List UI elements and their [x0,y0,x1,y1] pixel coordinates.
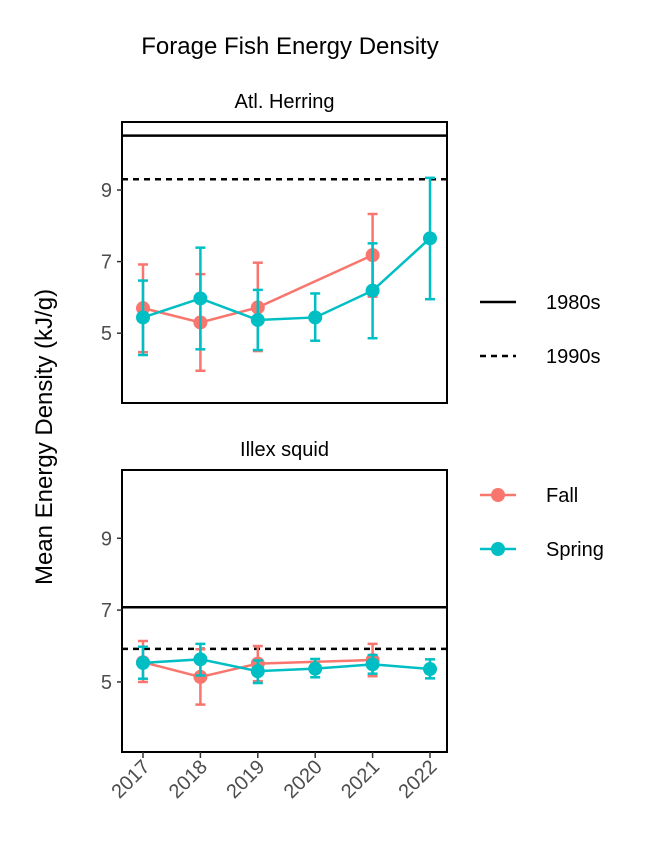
y-tick-label: 5 [101,672,112,694]
y-tick-label: 7 [101,252,112,274]
legend-label: 1980s [546,292,601,314]
data-point-spring [193,291,208,306]
data-point-fall [193,669,208,684]
data-point-spring [365,283,380,298]
y-tick-label: 7 [101,600,112,622]
series-line-spring [142,658,431,673]
x-tick-label: 2017 [108,756,155,803]
data-point-spring [423,662,437,677]
panel-title: Illex squid [240,439,329,461]
x-tick-label: 2020 [280,756,327,803]
data-point-spring [308,310,323,325]
chart-title: Forage Fish Energy Density [141,33,438,60]
y-tick-label: 9 [101,528,112,550]
data-point-spring [250,312,265,327]
data-point-spring [250,664,265,679]
legend-label: Spring [546,539,604,561]
data-point-spring [308,661,323,676]
x-tick-label: 2021 [337,756,384,803]
panel-0: Atl. Herring 5 7 9 [101,91,448,404]
data-point-spring [423,231,437,246]
panel-border [121,469,448,753]
legend-point-spring [491,542,505,556]
panel-title: Atl. Herring [234,91,334,113]
data-point-spring [136,655,150,670]
data-point-spring [193,652,208,667]
series-line-spring [142,237,431,322]
x-tick-label: 2018 [165,756,212,803]
panel-1: Illex squid 5 7 9 2017 2018 2019 2020 2021 2022 [101,439,448,803]
panel-border [121,121,448,404]
legend-label: Fall [546,485,578,507]
data-point-spring [365,657,380,672]
y-tick-label: 5 [101,323,112,345]
data-point-spring [136,310,150,325]
y-tick-label: 9 [101,180,112,202]
legend-point-fall [491,488,505,502]
legend-label: 1990s [546,346,601,368]
y-axis-label: Mean Energy Density (kJ/g) [31,289,58,585]
x-tick-label: 2022 [395,756,442,803]
x-tick-label: 2019 [222,756,269,803]
series-line-fall [142,254,374,324]
